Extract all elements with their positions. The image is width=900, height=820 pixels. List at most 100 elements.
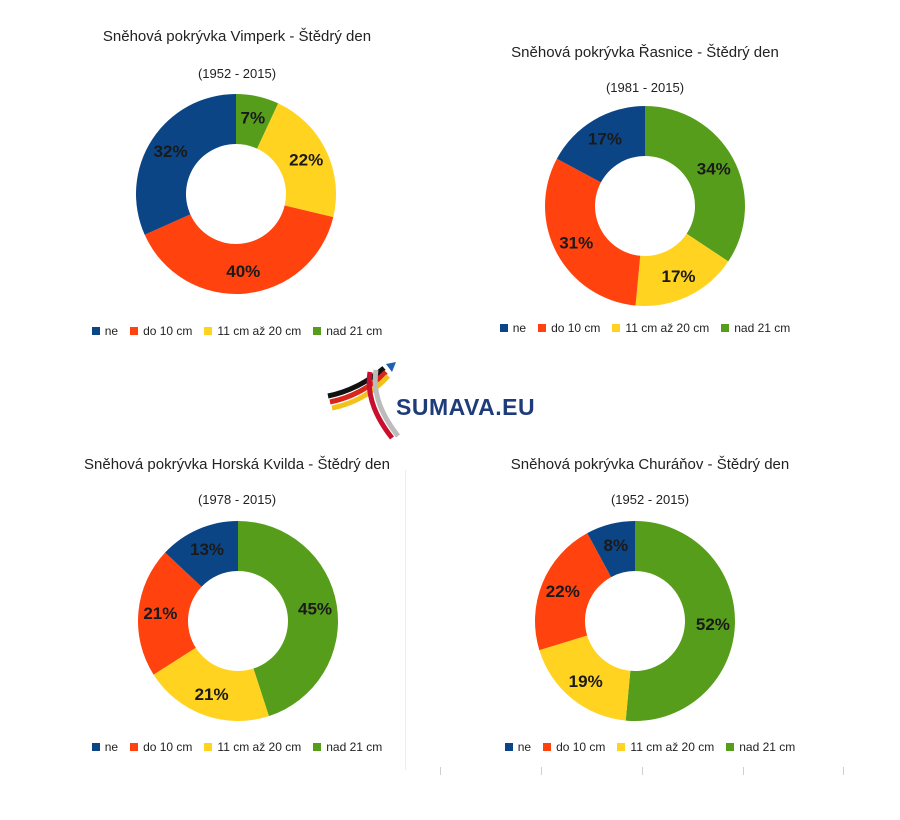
legend-item-11-az-20-cm: 11 cm až 20 cm xyxy=(204,740,301,754)
chart-period: (1978 - 2015) xyxy=(197,492,277,507)
legend-swatch xyxy=(313,743,322,751)
slice-label-do-10-cm: 21% xyxy=(143,604,177,623)
divider-line xyxy=(405,470,406,770)
slice-label-nad-21-cm: 7% xyxy=(241,108,266,127)
legend-item-11-az-20-cm: 11 cm až 20 cm xyxy=(617,740,714,754)
slice-label-do-10-cm: 31% xyxy=(559,233,593,252)
slice-label-11-az-20-cm: 22% xyxy=(289,151,323,170)
legend-label: ne xyxy=(104,740,119,754)
axis-tick xyxy=(642,767,643,775)
legend-swatch xyxy=(313,327,322,335)
donut-slice-do-10-cm xyxy=(144,205,334,294)
sumava-logo: SUMAVA.EU xyxy=(322,358,562,448)
legend-item-ne: ne xyxy=(499,321,527,335)
chart-panel-rasnice: Sněhová pokrývka Řasnice - Štědrý den (1… xyxy=(420,32,870,392)
donut-slice-ne xyxy=(556,106,645,183)
legend-swatch xyxy=(91,327,100,335)
legend-label: do 10 cm xyxy=(551,321,601,335)
chart-title: Sněhová pokrývka Řasnice - Štědrý den xyxy=(511,44,779,61)
chart-period: (1952 - 2015) xyxy=(610,492,690,507)
slice-label-ne: 32% xyxy=(154,142,188,161)
legend-label: nad 21 cm xyxy=(739,740,796,754)
legend-label: do 10 cm xyxy=(556,740,606,754)
legend-swatch xyxy=(726,743,735,751)
axis-tick xyxy=(743,767,744,775)
slice-label-nad-21-cm: 34% xyxy=(697,160,731,179)
legend-label: do 10 cm xyxy=(143,740,193,754)
legend-item-ne: ne xyxy=(91,740,119,754)
chart-period: (1981 - 2015) xyxy=(605,80,685,95)
donut-slice-nad-21-cm xyxy=(625,521,735,721)
axis-tick xyxy=(440,767,441,775)
chart-panel-horska-kvilda: Sněhová pokrývka Horská Kvilda - Štědrý … xyxy=(12,446,462,806)
donut-slice-ne xyxy=(165,521,238,587)
legend-item-nad-21-cm: nad 21 cm xyxy=(313,740,382,754)
chart-legend: ne do 10 cm 11 cm až 20 cm nad 21 cm xyxy=(425,740,875,754)
legend-item-nad-21-cm: nad 21 cm xyxy=(313,324,382,338)
legend-label: nad 21 cm xyxy=(734,321,791,335)
legend-swatch xyxy=(130,743,139,751)
legend-label: do 10 cm xyxy=(143,324,193,338)
legend-item-11-az-20-cm: 11 cm až 20 cm xyxy=(612,321,709,335)
donut-slice-do-10-cm xyxy=(545,158,641,306)
legend-label: ne xyxy=(104,324,119,338)
axis-tick xyxy=(541,767,542,775)
legend-swatch xyxy=(617,743,626,751)
legend-label: 11 cm až 20 cm xyxy=(625,321,710,335)
chart-title: Sněhová pokrývka Churáňov - Štědrý den xyxy=(510,456,790,473)
legend-swatch xyxy=(504,743,513,751)
chart-period: (1952 - 2015) xyxy=(197,66,277,81)
chart-panel-churanov: Sněhová pokrývka Churáňov - Štědrý den (… xyxy=(425,446,875,806)
legend-swatch xyxy=(721,324,730,332)
legend-label: nad 21 cm xyxy=(326,740,383,754)
legend-swatch xyxy=(543,743,552,751)
legend-swatch xyxy=(499,324,508,332)
legend-label: ne xyxy=(517,740,532,754)
slice-label-ne: 8% xyxy=(604,536,629,555)
chart-legend: ne do 10 cm 11 cm až 20 cm nad 21 cm xyxy=(420,321,870,335)
legend-item-ne: ne xyxy=(504,740,532,754)
legend-swatch xyxy=(538,324,547,332)
donut-slice-nad-21-cm xyxy=(236,94,279,149)
chart-legend: ne do 10 cm 11 cm až 20 cm nad 21 cm xyxy=(12,324,462,338)
donut-slice-nad-21-cm xyxy=(238,521,338,717)
donut-slice-11-az-20-cm xyxy=(153,647,269,721)
legend-item-nad-21-cm: nad 21 cm xyxy=(726,740,795,754)
chart-title: Sněhová pokrývka Horská Kvilda - Štědrý … xyxy=(84,456,390,473)
legend-item-do-10-cm: do 10 cm xyxy=(538,321,600,335)
legend-label: nad 21 cm xyxy=(326,324,383,338)
legend-item-nad-21-cm: nad 21 cm xyxy=(721,321,790,335)
slice-label-ne: 17% xyxy=(588,130,622,149)
donut-slice-11-az-20-cm xyxy=(539,635,631,721)
legend-item-do-10-cm: do 10 cm xyxy=(130,324,192,338)
chart-legend: ne do 10 cm 11 cm až 20 cm nad 21 cm xyxy=(12,740,462,754)
donut-slice-ne xyxy=(136,94,236,235)
sumava-logo-icon xyxy=(327,362,400,440)
legend-swatch xyxy=(612,324,621,332)
donut-chart: 7% 22% 40% 32% xyxy=(136,94,336,294)
donut-chart: 52% 19% 22% 8% xyxy=(535,521,735,721)
legend-label: 11 cm až 20 cm xyxy=(217,740,302,754)
donut-slice-do-10-cm xyxy=(138,552,202,675)
legend-item-11-az-20-cm: 11 cm až 20 cm xyxy=(204,324,301,338)
legend-swatch xyxy=(204,327,213,335)
slice-label-11-az-20-cm: 21% xyxy=(195,685,229,704)
slice-label-nad-21-cm: 52% xyxy=(696,615,730,634)
donut-slice-do-10-cm xyxy=(535,533,612,651)
slice-label-nad-21-cm: 45% xyxy=(298,599,332,618)
logo-text: SUMAVA.EU xyxy=(396,394,536,420)
donut-chart: 45% 21% 21% 13% xyxy=(138,521,338,721)
legend-label: ne xyxy=(512,321,527,335)
axis-tick xyxy=(843,767,844,775)
slice-label-do-10-cm: 22% xyxy=(546,582,580,601)
slice-label-11-az-20-cm: 17% xyxy=(662,267,696,286)
chart-title: Sněhová pokrývka Vimperk - Štědrý den xyxy=(102,28,372,45)
legend-item-do-10-cm: do 10 cm xyxy=(543,740,605,754)
legend-item-ne: ne xyxy=(91,324,119,338)
donut-chart: 34% 17% 31% 17% xyxy=(545,106,745,306)
legend-swatch xyxy=(91,743,100,751)
donut-slice-11-az-20-cm xyxy=(635,233,729,306)
slice-label-do-10-cm: 40% xyxy=(226,262,260,281)
legend-swatch xyxy=(204,743,213,751)
slice-label-ne: 13% xyxy=(190,540,224,559)
